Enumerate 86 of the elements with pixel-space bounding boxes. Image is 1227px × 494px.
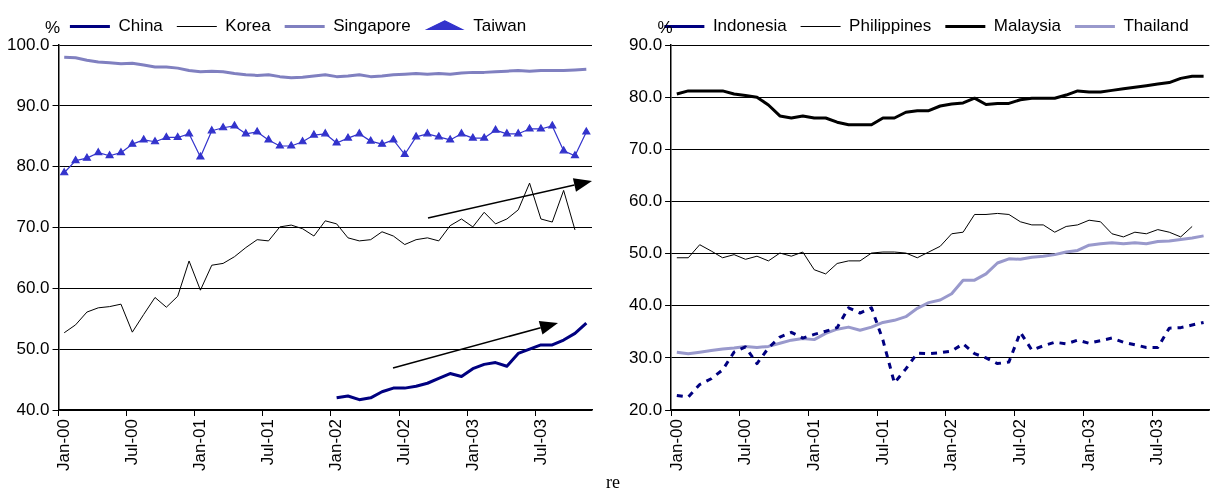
point	[355, 129, 364, 137]
x-tick-label: Jul-01	[258, 419, 278, 466]
point	[389, 135, 398, 143]
x-tick-label: Jul-02	[1010, 419, 1030, 466]
point	[559, 146, 568, 154]
x-tick-label: Jan-02	[941, 419, 961, 471]
point	[82, 153, 91, 161]
point	[548, 121, 557, 129]
point	[185, 129, 194, 137]
point	[287, 141, 296, 149]
x-tick-label: Jul-00	[735, 419, 755, 466]
y-tick-label: 80.0	[628, 86, 663, 106]
legend-label: Singapore	[333, 16, 411, 36]
point	[582, 127, 591, 135]
point	[332, 138, 341, 146]
x-tick-label: Jan-03	[1078, 419, 1098, 471]
y-tick-label: 90.0	[16, 95, 50, 115]
x-tick-label: Jul-03	[1147, 419, 1167, 466]
y-tick-label: 70.0	[16, 217, 50, 237]
point	[139, 135, 148, 143]
x-tick-label: Jan-00	[666, 419, 686, 471]
point	[150, 137, 160, 145]
point	[321, 129, 330, 137]
line-series	[675, 306, 1206, 399]
point	[230, 121, 239, 129]
x-tick-label: Jan-01	[190, 419, 210, 471]
point	[502, 129, 511, 137]
y-tick-label: 70.0	[628, 138, 663, 158]
x-tick-label: Jul-02	[394, 419, 414, 466]
legend-label: Philippines	[849, 16, 932, 36]
point	[570, 151, 580, 159]
point	[173, 132, 182, 141]
x-tick-label: Jan-00	[53, 419, 73, 471]
point	[253, 127, 262, 135]
y-tick-label: 40.0	[628, 295, 663, 315]
point	[162, 132, 171, 141]
text: re	[606, 471, 621, 492]
point	[434, 132, 443, 140]
legend-label: Korea	[225, 16, 272, 36]
point	[343, 133, 353, 141]
legend-label: Indonesia	[712, 16, 788, 36]
legend-label: Taiwan	[473, 16, 527, 36]
point	[128, 139, 137, 147]
point	[446, 135, 455, 143]
y-tick-label: 60.0	[16, 278, 50, 298]
point	[480, 133, 489, 141]
point	[264, 135, 273, 143]
point	[309, 130, 318, 138]
point	[71, 155, 80, 164]
point	[196, 152, 205, 160]
point	[105, 151, 114, 159]
y-tick-label: 60.0	[628, 191, 663, 211]
y-tick-label: 50.0	[628, 243, 663, 263]
y-tick-label: 30.0	[628, 347, 663, 367]
x-tick-label: Jan-02	[326, 419, 346, 471]
x-tick-label: Jan-01	[803, 419, 823, 471]
legend-label: Malaysia	[993, 16, 1062, 36]
point	[275, 141, 284, 149]
point	[423, 129, 432, 137]
point	[94, 148, 103, 156]
point	[536, 124, 545, 132]
y-tick-label: 50.0	[16, 338, 50, 358]
y-tick-label: 20.0	[628, 399, 663, 419]
point	[412, 132, 421, 140]
x-tick-label: Jul-03	[530, 419, 550, 466]
legend-label: China	[118, 16, 164, 36]
point	[366, 136, 375, 144]
point	[207, 126, 216, 134]
y-tick-label: 40.0	[16, 399, 50, 419]
point	[60, 168, 69, 176]
point	[514, 129, 523, 137]
x-tick-label: Jul-01	[872, 419, 892, 466]
point	[400, 149, 409, 158]
x-tick-label: Jan-03	[462, 419, 482, 471]
x-tick-label: Jul-00	[122, 419, 142, 466]
point	[468, 133, 477, 141]
point	[377, 139, 387, 147]
point	[298, 137, 307, 145]
point	[457, 129, 466, 137]
legend-label: Thailand	[1123, 16, 1189, 36]
point	[116, 148, 126, 156]
point	[219, 123, 228, 131]
point	[491, 125, 500, 133]
point	[525, 124, 534, 132]
point	[241, 129, 250, 137]
y-tick-label: 80.0	[16, 156, 50, 176]
